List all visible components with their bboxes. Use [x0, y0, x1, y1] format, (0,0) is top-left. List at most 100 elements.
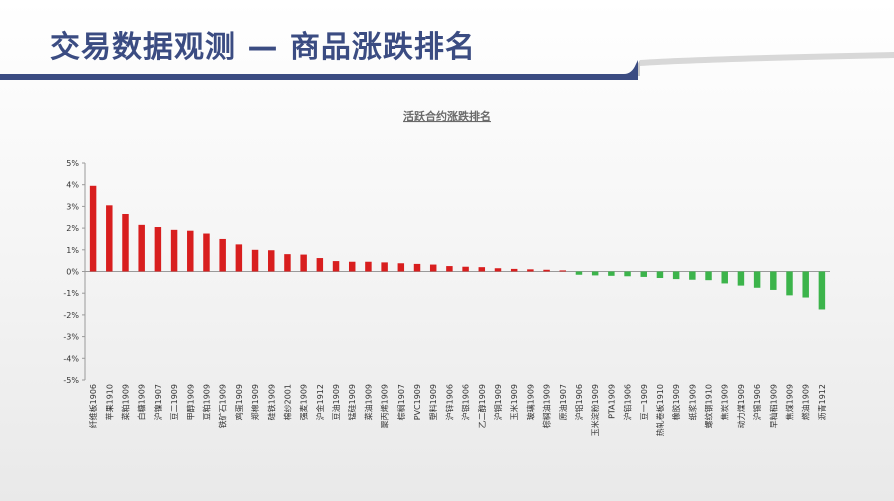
x-tick-label: 焦煤1909	[785, 384, 795, 420]
bar	[543, 269, 550, 272]
page-title: 交易数据观测 — 商品涨跌排名	[50, 30, 476, 65]
bar	[446, 266, 453, 272]
bar	[268, 250, 275, 272]
x-tick-label: 原油1907	[558, 384, 568, 420]
x-tick-label: 菜油1909	[363, 384, 373, 420]
y-tick-label: 5%	[66, 159, 79, 168]
bar	[89, 185, 97, 272]
x-tick-label: 焦炭1909	[720, 384, 730, 420]
header-divider	[0, 60, 638, 80]
x-labels: 纤维板1906 苹果1910 菜粕1909 白糖1909 沪镍1907 豆二1909 甲醇1…	[88, 384, 827, 436]
x-tick-label: 硅铁1909	[266, 384, 276, 420]
x-tick-label: 螺纹钢1910	[704, 384, 714, 428]
x-tick-label: 棉纱2001	[282, 384, 292, 420]
x-tick-label: 聚丙烯1909	[380, 384, 390, 428]
bar	[235, 244, 243, 272]
x-tick-label: 豆油1909	[331, 384, 341, 420]
bar	[203, 233, 210, 272]
x-tick-label: 热轧卷板1910	[655, 384, 665, 436]
x-tick-label: 豆二1909	[170, 384, 179, 420]
x-tick-label: 甲醇1909	[185, 384, 195, 420]
bar	[786, 271, 793, 296]
bar	[381, 262, 388, 272]
y-tick-label: -2%	[63, 311, 79, 320]
bar	[591, 271, 599, 276]
x-tick-label: 豆一1909	[640, 384, 649, 420]
bar	[721, 271, 728, 284]
x-tick-label: 玉米淀粉1909	[590, 384, 600, 436]
bar	[138, 224, 145, 272]
x-tick-label: 乙二醇1909	[477, 384, 487, 428]
x-tick-label: 燃油1909	[801, 384, 811, 420]
bar	[737, 271, 745, 286]
bar	[316, 258, 324, 272]
x-tick-label: 橡胶1909	[671, 384, 681, 420]
x-tick-label: 沪锡1906	[752, 384, 762, 420]
bar	[818, 271, 826, 310]
x-tick-label: 沪金1912	[315, 384, 325, 420]
bar	[284, 254, 291, 272]
x-tick-label: 动力煤1909	[736, 384, 746, 428]
bar	[332, 261, 340, 272]
x-tick-label: 沪铜1909	[493, 384, 503, 420]
bar	[106, 205, 113, 272]
x-tick-label: 玻璃1909	[525, 384, 535, 420]
x-tick-label: 苹果1910	[104, 384, 114, 420]
bar	[348, 261, 356, 272]
x-tick-label: 塑料1909	[428, 384, 438, 420]
bar	[656, 271, 664, 279]
x-tick-label: 郑棉1909	[250, 384, 260, 420]
x-tick-label: 玉米1909	[509, 384, 519, 420]
bar	[753, 271, 761, 288]
bar	[608, 271, 615, 276]
bar	[478, 267, 486, 272]
bar	[510, 268, 518, 272]
x-tick-label: 菜粕1909	[120, 384, 130, 420]
x-tick-label: 纤维板1906	[88, 384, 98, 428]
bar	[122, 213, 129, 272]
bar	[397, 263, 405, 272]
x-tick-label: 沪铅1906	[623, 384, 633, 420]
bar	[624, 271, 631, 277]
x-tick-label: 锰硅1909	[347, 384, 357, 420]
x-tick-label: 棕榈油1909	[542, 384, 552, 428]
y-tick-label: -4%	[63, 354, 79, 363]
y-tick-label: -1%	[63, 289, 79, 298]
bar	[527, 269, 534, 272]
bar	[672, 271, 680, 280]
x-tick-label: 纸浆1909	[687, 384, 697, 420]
bar	[413, 263, 421, 272]
bar	[640, 271, 647, 277]
bar	[462, 266, 469, 272]
x-tick-label: 豆粕1909	[201, 384, 211, 420]
bar	[494, 268, 502, 272]
x-tick-label: 沥青1912	[817, 384, 827, 420]
bar	[219, 238, 226, 272]
x-tick-label: 沪锌1906	[444, 384, 454, 420]
x-tick-label: 沪铝1906	[574, 384, 584, 420]
bar	[154, 227, 162, 272]
x-tick-label: 铁矿石1909	[218, 384, 228, 428]
bar	[429, 264, 437, 272]
x-tick-label: 鸡蛋1909	[234, 384, 244, 420]
x-tick-label: PVC1909	[413, 384, 422, 420]
bar	[802, 271, 809, 298]
bar	[559, 270, 567, 272]
bar	[365, 261, 372, 272]
y-tick-label: -5%	[63, 376, 79, 385]
x-tick-label: 早籼稻1909	[768, 384, 778, 428]
bar	[689, 271, 696, 280]
x-tick-label: 沪银1906	[461, 384, 471, 420]
y-tick-label: 3%	[66, 202, 79, 211]
bars	[89, 185, 826, 310]
y-tick-label: 2%	[66, 224, 79, 233]
y-axis: 5% 4% 3% 2% 1% 0% -1% -2% -3% -4% -5%	[63, 159, 830, 385]
bar	[575, 271, 583, 275]
bar	[251, 249, 259, 272]
x-tick-label: PTA1909	[607, 384, 616, 419]
bar	[770, 271, 777, 290]
bar	[300, 254, 307, 272]
header-band	[0, 52, 894, 80]
bar	[705, 271, 712, 281]
